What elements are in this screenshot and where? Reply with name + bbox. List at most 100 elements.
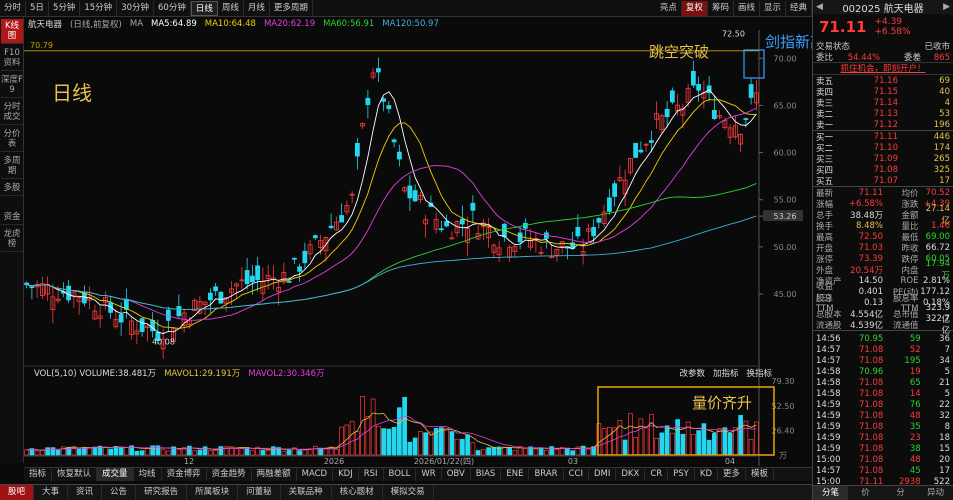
indicator-tab-22[interactable]: 更多	[718, 468, 747, 481]
indicator-tab-14[interactable]: ENE	[501, 468, 530, 481]
indicator-tab-23[interactable]: 模板	[746, 468, 775, 481]
candle-body	[386, 105, 392, 110]
indicator-tab-2[interactable]: 成交量	[97, 468, 134, 481]
indicator-tab-6[interactable]: 两融差额	[252, 468, 297, 481]
kline-chart[interactable]: 70.00 65.00 60.00 55.00 53.26 50.00 45.00 70.79…	[24, 30, 812, 466]
indicator-tab-5[interactable]: 资金趋势	[207, 468, 252, 481]
tick-row: 15:00 71.08 48 20	[813, 454, 953, 465]
left-tab-0[interactable]: K线图	[1, 19, 23, 44]
bottom-tab-2[interactable]: 资讯	[68, 485, 103, 500]
indicator-tab-1[interactable]: 恢复默认	[52, 468, 98, 481]
toolbar-right-4[interactable]: 显示	[760, 0, 786, 16]
left-tab2-1[interactable]: 龙虎榜	[1, 227, 23, 252]
indicator-tab-4[interactable]: 资金博弈	[162, 468, 207, 481]
period-tab-0[interactable]: 分时	[0, 0, 27, 16]
add-indicator-button[interactable]: 加指标	[712, 369, 739, 379]
period-tab-1[interactable]: 5日	[26, 0, 49, 16]
volume-bar	[166, 450, 171, 456]
indicator-tab-3[interactable]: 均线	[134, 468, 162, 481]
toolbar-right-2[interactable]: 筹码	[708, 0, 734, 16]
tick-price: 71.08	[858, 355, 884, 366]
toolbar-right-1[interactable]: 复权	[681, 0, 708, 16]
left-tab-4[interactable]: 分价表	[1, 127, 23, 152]
left-tab-1[interactable]: F10资料	[1, 46, 23, 71]
left-tab2-0[interactable]: 资金	[1, 210, 23, 225]
new-high-box	[743, 49, 765, 79]
bottom-tab-7[interactable]: 关联品种	[281, 485, 332, 500]
indicator-tab-13[interactable]: BIAS	[471, 468, 502, 481]
indicator-tab-11[interactable]: WR	[416, 468, 442, 481]
bottom-tab-8[interactable]: 核心题材	[332, 485, 383, 500]
indicator-tab-20[interactable]: PSY	[668, 468, 695, 481]
left-tab-3[interactable]: 分时成交	[1, 100, 23, 125]
bottom-tab-6[interactable]: 问董秘	[238, 485, 281, 500]
indicator-tab-19[interactable]: CR	[645, 468, 669, 481]
volume-bar	[376, 425, 381, 456]
prev-stock-icon[interactable]: ◀	[816, 2, 823, 12]
bottom-tab-1[interactable]: 大事	[34, 485, 69, 500]
period-tab-7[interactable]: 周线	[218, 0, 244, 16]
stat-label: PE(动)	[892, 287, 919, 298]
bottom-tab-4[interactable]: 研究报告	[136, 485, 188, 500]
indicator-tab-12[interactable]: OBV	[442, 468, 471, 481]
period-tab-6[interactable]: 日线	[190, 0, 218, 16]
volume-bar	[691, 434, 696, 456]
high-ref-label: 70.79	[30, 41, 53, 50]
stat-label: 流通值	[892, 320, 919, 331]
indicator-tab-7[interactable]: MACD	[297, 468, 334, 481]
left-tab-6[interactable]: 多股	[1, 181, 23, 196]
volume-bar	[523, 448, 528, 456]
left-tab-2[interactable]: 深度F9	[1, 73, 23, 98]
volume-bar	[407, 441, 413, 456]
indicator-tab-0[interactable]: 指标	[24, 468, 53, 481]
period-tab-5[interactable]: 60分钟	[154, 0, 191, 16]
indicator-tab-9[interactable]: RSI	[359, 468, 384, 481]
stat-label: 金额	[901, 210, 919, 221]
tick-time: 14:57	[816, 355, 841, 366]
volume-bar	[202, 446, 208, 456]
open-account-link[interactable]: 抓住机会，即刻开户！	[840, 64, 926, 74]
indicator-tab-16[interactable]: CCI	[564, 468, 589, 481]
period-tab-8[interactable]: 月线	[244, 0, 270, 16]
toolbar-right-5[interactable]: 经典	[786, 0, 812, 16]
bottom-tab-5[interactable]: 所属板块	[187, 485, 239, 500]
candle-body	[732, 125, 738, 138]
volume-bar	[738, 415, 743, 456]
change-param-button[interactable]: 改参数	[679, 369, 705, 379]
toolbar-right-0[interactable]: 亮点	[656, 0, 682, 16]
indicator-tab-21[interactable]: KD	[695, 468, 718, 481]
indicator-tab-17[interactable]: DMI	[589, 468, 617, 481]
bottom-tab-0[interactable]: 股吧	[0, 485, 35, 500]
next-stock-icon[interactable]: ▶	[943, 2, 950, 12]
bid-label: 买二	[816, 143, 834, 154]
candle-body	[312, 235, 318, 238]
bottom-tab-9[interactable]: 模拟交易	[383, 485, 434, 500]
tick-tab-0[interactable]: 分笔	[813, 486, 848, 500]
mavol1-line	[26, 412, 757, 451]
last-price: 71.11	[819, 18, 867, 36]
indicator-tab-8[interactable]: KDJ	[333, 468, 359, 481]
indicator-tab-15[interactable]: BRAR	[529, 468, 564, 481]
stat-value: 4.554亿	[850, 309, 883, 320]
tick-tab-2[interactable]: 分	[896, 488, 905, 498]
period-tab-3[interactable]: 15分钟	[80, 0, 118, 16]
period-tab-2[interactable]: 5分钟	[49, 0, 81, 16]
candle-body	[622, 179, 628, 195]
volume-bar	[365, 416, 371, 456]
indicator-tab-10[interactable]: BOLL	[384, 468, 417, 481]
candle-body	[538, 251, 544, 254]
toolbar-right-3[interactable]: 画线	[734, 0, 760, 16]
ma5-line	[26, 89, 757, 335]
bottom-tab-3[interactable]: 公告	[102, 485, 137, 500]
left-tab-5[interactable]: 多周期	[1, 154, 23, 179]
period-tab-4[interactable]: 30分钟	[117, 0, 155, 16]
indicator-tab-18[interactable]: DKX	[616, 468, 646, 481]
tick-tab-1[interactable]: 价	[861, 488, 870, 498]
tick-time: 14:57	[816, 344, 841, 355]
tick-tab-3[interactable]: 异动	[926, 488, 944, 498]
swap-indicator-button[interactable]: 换指标	[746, 369, 772, 379]
volume-bar	[108, 448, 113, 456]
mavol2-line	[26, 415, 757, 451]
volume-bar	[118, 446, 124, 456]
period-tab-9[interactable]: 更多周期	[270, 0, 313, 16]
